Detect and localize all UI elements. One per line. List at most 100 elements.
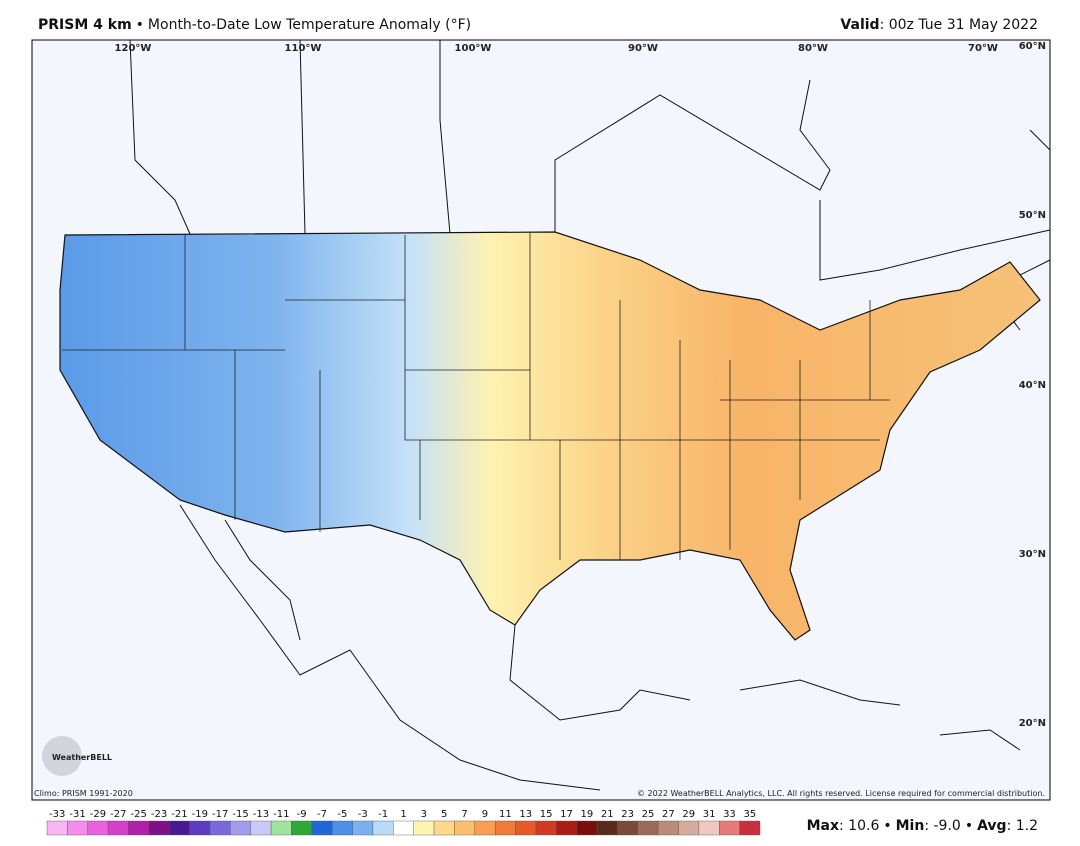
legend-swatch: [250, 820, 272, 836]
legend-tick: -3: [358, 809, 368, 820]
legend-swatch: [148, 820, 170, 836]
legend-tick: 11: [499, 809, 512, 820]
longitude-label: 70°W: [968, 43, 998, 54]
legend-swatch: [698, 820, 720, 836]
legend-swatch: [515, 820, 537, 836]
legend-swatch: [454, 820, 475, 836]
legend-swatch: [433, 820, 455, 836]
legend-tick: -7: [317, 809, 327, 820]
legend-tick: -31: [69, 809, 85, 820]
description: Month-to-Date Low Temperature Anomaly (°…: [148, 17, 471, 33]
conus-field: [59, 231, 1041, 641]
climo: Climo: PRISM 1991-2020: [34, 789, 133, 798]
legend-swatch: [209, 820, 231, 836]
legend-tick: 21: [601, 809, 614, 820]
longitude-label: 100°W: [455, 43, 492, 54]
legend-tick: 9: [482, 809, 488, 820]
legend-swatch: [352, 820, 374, 836]
legend-swatch: [169, 820, 190, 836]
legend-tick: 1: [400, 809, 406, 820]
latitude-label: 40°N: [1019, 380, 1046, 391]
legend-swatch: [413, 820, 435, 836]
stat-value: : -9.0: [924, 818, 960, 834]
legend-tick: -1: [378, 809, 388, 820]
stat-label: Max: [807, 818, 839, 834]
logo: WeatherBELL: [52, 753, 112, 762]
footer: Max: 10.6 • Min: -9.0 • Avg: 1.2: [807, 818, 1038, 834]
latitude-label: 20°N: [1019, 718, 1046, 729]
legend-tick: 29: [682, 809, 695, 820]
copyright: © 2022 WeatherBELL Analytics, LLC. All r…: [637, 789, 1045, 798]
latitude-label: 60°N: [1019, 41, 1046, 52]
stat-value: : 1.2: [1007, 818, 1038, 834]
legend-swatch: [494, 820, 516, 836]
legend-swatch: [107, 820, 129, 836]
legend-tick: 23: [621, 809, 634, 820]
longitude-label: 120°W: [115, 43, 152, 54]
longitude-label: 80°W: [798, 43, 828, 54]
legend-tick: -23: [151, 809, 167, 820]
legend-swatch: [637, 820, 659, 836]
legend-tick: 33: [723, 809, 736, 820]
legend-swatch: [556, 820, 577, 836]
latitude-label: 50°N: [1019, 210, 1046, 221]
valid-text: : 00z Tue 31 May 2022: [880, 17, 1038, 33]
legend-tick: 31: [703, 809, 716, 820]
legend-swatch: [87, 820, 109, 836]
longitude-label: 110°W: [285, 43, 322, 54]
legend-swatch: [311, 820, 333, 836]
legend-tick: 35: [743, 809, 756, 820]
legend-swatch: [291, 820, 313, 836]
latitude-label: 30°N: [1019, 549, 1046, 560]
legend-tick: 17: [560, 809, 573, 820]
stat-value: : 10.6: [839, 818, 879, 834]
state-lines: [62, 232, 890, 560]
geo-labels: 120°W 110°W 100°W 90°W 80°W 70°W 60°N 50°N 40°N 3…: [34, 41, 1046, 798]
legend-tick: -15: [232, 809, 248, 820]
title: PRISM 4 km • Month-to-Date Low Temperature…: [38, 17, 471, 33]
legend: -33 -31 -29 -27 -25 -23 -21 -19 -17 -15 -13 -11 -9 -7…: [46, 809, 761, 836]
legend-tick: -19: [192, 809, 208, 820]
legend-swatch: [393, 820, 414, 836]
product: PRISM 4 km: [38, 17, 132, 33]
legend-tick: -33: [49, 809, 65, 820]
legend-swatch: [474, 820, 496, 836]
legend-tick: 5: [441, 809, 447, 820]
legend-swatch: [189, 820, 211, 836]
stat-label: Min: [896, 818, 925, 834]
legend-swatch: [657, 820, 679, 836]
legend-swatch: [230, 820, 251, 836]
legend-swatch: [67, 820, 88, 836]
legend-swatch: [678, 820, 700, 836]
legend-tick: -27: [110, 809, 126, 820]
separator: •: [136, 17, 144, 33]
legend-tick: -5: [337, 809, 347, 820]
legend-tick: -29: [90, 809, 106, 820]
separator: •: [965, 818, 973, 834]
valid-label: Valid: [840, 17, 879, 33]
valid-time: Valid: 00z Tue 31 May 2022: [840, 17, 1038, 33]
legend-swatch: [535, 820, 557, 836]
legend-tick: 15: [540, 809, 553, 820]
header: PRISM 4 km • Month-to-Date Low Temperature…: [38, 17, 1038, 33]
legend-tick: -25: [130, 809, 146, 820]
legend-swatch: [617, 820, 638, 836]
legend-tick: 13: [519, 809, 532, 820]
legend-tick: 27: [662, 809, 675, 820]
legend-swatch: [739, 820, 761, 836]
logo-mark: [42, 736, 82, 776]
legend-tick: -17: [212, 809, 228, 820]
legend-tick: 25: [642, 809, 655, 820]
legend-swatch: [270, 820, 292, 836]
legend-tick: -13: [253, 809, 269, 820]
legend-swatch: [576, 820, 598, 836]
legend-swatch: [46, 820, 68, 836]
legend-swatch: [128, 820, 150, 836]
legend-swatch: [332, 820, 353, 836]
legend-swatch: [596, 820, 618, 836]
legend-swatch: [719, 820, 740, 836]
longitude-label: 90°W: [628, 43, 658, 54]
legend-swatch: [372, 820, 394, 836]
